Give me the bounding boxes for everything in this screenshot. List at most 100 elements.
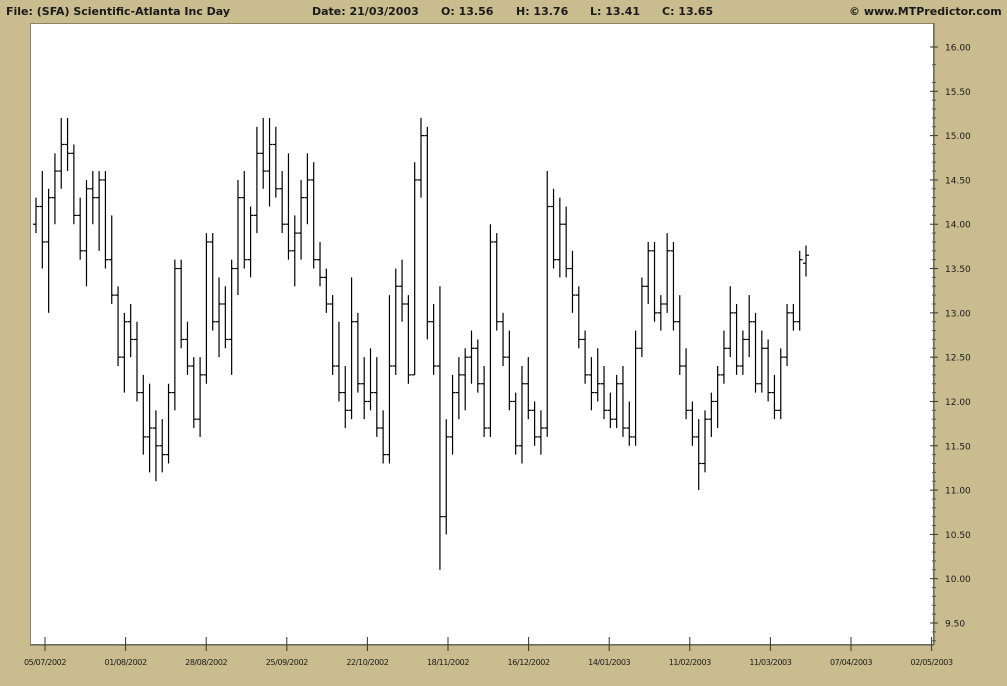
ohlc-bar (613, 374, 620, 429)
ohlc-bar (33, 197, 39, 234)
ohlc-bar (304, 153, 311, 225)
y-tick-label: 12.50 (945, 354, 971, 364)
ohlc-bar (159, 419, 166, 473)
ohlc-bar (70, 144, 77, 225)
ohlc-bar (89, 171, 96, 225)
ohlc-bar (272, 126, 279, 198)
y-tick-label: 10.50 (945, 531, 971, 541)
ohlc-bar (361, 357, 368, 420)
ohlc-bar (323, 268, 330, 313)
ohlc-bar (544, 171, 551, 437)
ohlc-bar (474, 339, 481, 393)
ohlc-bar (449, 374, 456, 455)
ohlc-bar (399, 259, 406, 322)
ohlc-bar (133, 321, 140, 402)
ohlc-bar (291, 215, 298, 287)
low-readout: L: 13.41 (590, 5, 641, 18)
x-tick-label: 01/08/2002 (105, 658, 147, 667)
ohlc-bar (64, 117, 71, 172)
ohlc-bar (121, 312, 128, 393)
ohlc-bar (443, 419, 450, 535)
y-tick-label: 16.00 (945, 44, 971, 54)
high-readout: H: 13.76 (516, 5, 569, 18)
ohlc-bar (298, 179, 305, 260)
ohlc-bar (582, 330, 589, 384)
ohlc-bar (777, 348, 784, 420)
x-axis: 05/07/2002 01/08/2002 28/08/2002 25/09/2002… (24, 637, 953, 667)
ohlc-bar (102, 171, 109, 269)
ohlc-bar (632, 330, 639, 446)
file-title: File: (SFA) Scientific-Atlanta Inc Day (6, 5, 231, 18)
ohlc-bar (601, 366, 608, 420)
ohlc-bar (51, 153, 58, 225)
x-tick-label: 25/09/2002 (266, 658, 308, 667)
ohlc-bar (96, 171, 103, 251)
ohlc-bar (329, 295, 336, 375)
ohlc-bar (234, 179, 241, 296)
ohlc-bars (33, 117, 809, 570)
ohlc-bar (626, 401, 633, 446)
ohlc-bar (607, 392, 614, 429)
ohlc-bar (285, 153, 292, 260)
ohlc-bar (645, 241, 652, 304)
chart-header: File: (SFA) Scientific-Atlanta Inc Day D… (0, 0, 1007, 22)
ohlc-bar (222, 286, 229, 349)
ohlc-bar (733, 303, 740, 375)
ohlc-bar (373, 357, 380, 437)
ohlc-bar (146, 383, 153, 473)
ohlc-bar (108, 215, 115, 304)
close-readout: C: 13.65 (662, 5, 714, 18)
ohlc-bar (531, 401, 538, 446)
ohlc-bar (569, 250, 576, 313)
ohlc-bar (152, 410, 159, 482)
ohlc-bar (260, 117, 267, 189)
ohlc-bar (127, 303, 134, 358)
ohlc-bar (746, 295, 753, 358)
ohlc-bar (500, 312, 507, 367)
y-tick-label: 15.50 (945, 88, 971, 98)
ohlc-bar (203, 233, 210, 384)
x-tick-label: 05/07/2002 (24, 658, 66, 667)
ohlc-bar (493, 233, 500, 331)
y-tick-label: 11.00 (945, 487, 971, 497)
y-tick-label: 10.00 (945, 575, 971, 585)
ohlc-bar (190, 357, 197, 429)
ohlc-bar (354, 312, 361, 393)
ohlc-bar (266, 117, 273, 207)
ohlc-bar (575, 286, 582, 349)
y-tick-label: 13.00 (945, 309, 971, 319)
ohlc-bar (83, 179, 90, 287)
ohlc-bar (563, 206, 570, 278)
ohlc-bar (455, 357, 462, 420)
ohlc-bar (310, 162, 317, 269)
ohlc-bar (481, 366, 488, 437)
ohlc-bar (367, 348, 374, 411)
ohlc-bar (550, 188, 557, 269)
x-tick-label: 16/12/2002 (508, 658, 550, 667)
x-tick-label: 07/04/2003 (830, 658, 872, 667)
ohlc-bar (771, 374, 778, 420)
ohlc-bar (784, 303, 791, 367)
ohlc-bar (58, 117, 65, 189)
ohlc-bar (487, 224, 494, 437)
ohlc-bar (714, 366, 721, 429)
ohlc-bar (279, 171, 286, 234)
ohlc-bar (556, 197, 563, 278)
ohlc-bar (619, 366, 626, 437)
y-tick-label: 12.00 (945, 398, 971, 408)
ohlc-bar (657, 295, 664, 331)
ohlc-bar (140, 374, 147, 455)
ohlc-bar (670, 241, 677, 331)
ohlc-bar (468, 330, 475, 384)
ohlc-bar (178, 259, 185, 349)
x-tick-label: 14/01/2003 (588, 658, 630, 667)
copyright-text: © www.MTPredictor.com (849, 5, 1002, 18)
ohlc-bar (348, 277, 355, 420)
ohlc-bar (638, 277, 645, 358)
ohlc-bar (380, 410, 387, 464)
ohlc-bar (752, 312, 759, 393)
ohlc-bar (411, 162, 418, 376)
ohlc-bar (216, 277, 223, 358)
ohlc-bar (77, 197, 84, 260)
ohlc-bar (171, 259, 178, 411)
